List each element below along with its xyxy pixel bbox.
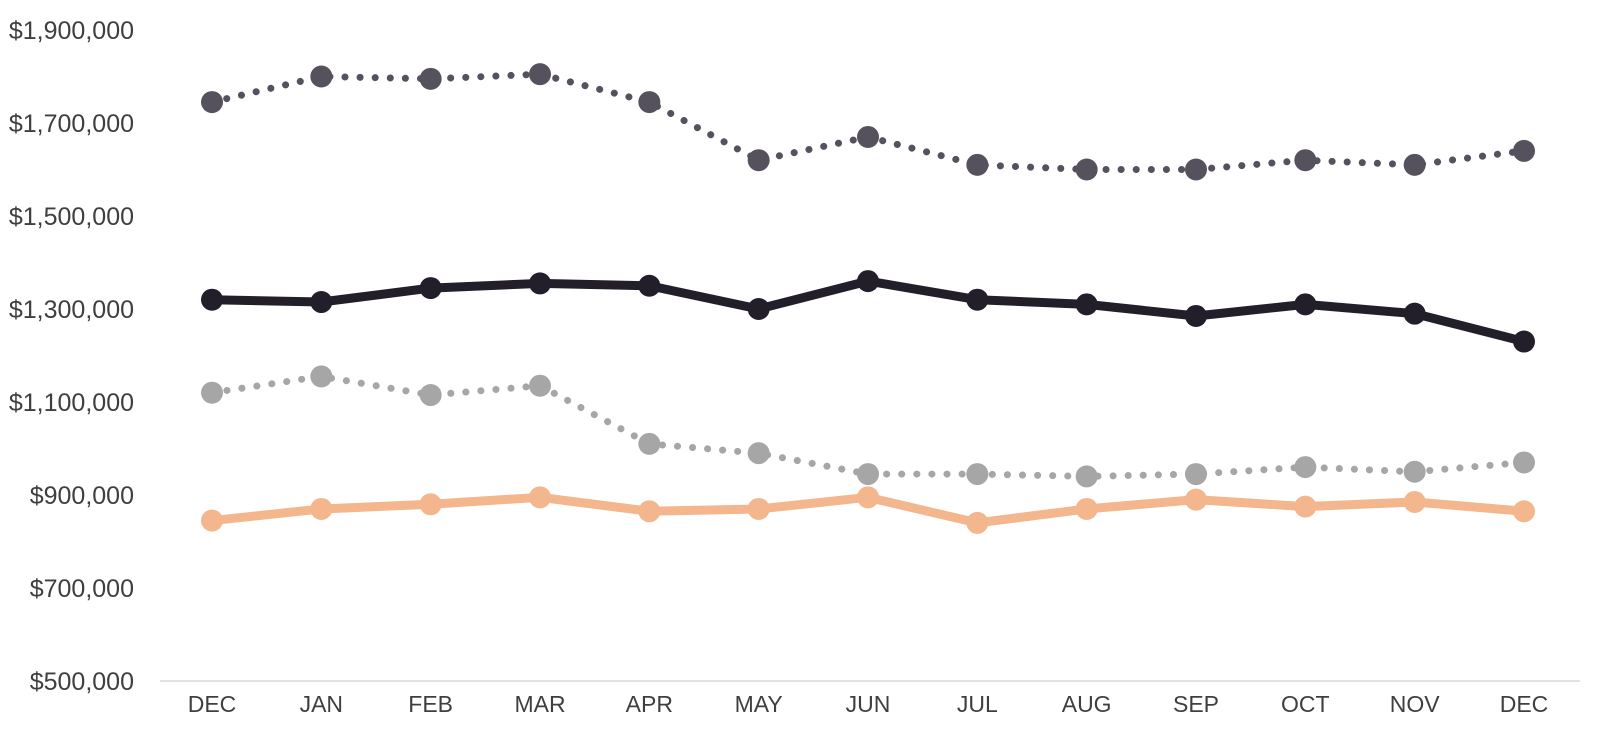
data-point-upper-dotted-series [1185,158,1207,181]
data-point-gray-dotted-series [310,365,333,388]
y-axis-tick-label: $1,500,000 [9,203,134,231]
data-point-orange-solid-series [1513,500,1535,523]
data-point-upper-dotted-series [1294,149,1317,172]
data-point-orange-solid-series [419,493,442,516]
y-axis-tick-label: $1,300,000 [9,296,134,324]
data-point-orange-solid-series [747,497,770,520]
data-point-gray-dotted-series [966,463,989,486]
data-point-upper-dotted-series [310,65,333,88]
data-point-gray-dotted-series [638,432,661,455]
y-axis-tick-label: $900,000 [30,482,134,510]
x-axis-tick-label: SEP [1173,691,1219,717]
y-axis-tick-label: $1,100,000 [9,389,134,417]
data-point-black-solid-series [1513,330,1535,353]
series-line-upper-dotted-series [208,70,1528,173]
data-point-black-solid-series [529,272,551,295]
data-point-gray-dotted-series [1403,460,1426,483]
data-point-black-solid-series [747,298,770,320]
data-point-upper-dotted-series [1403,153,1426,176]
data-point-black-solid-series [857,270,879,293]
data-point-gray-dotted-series [857,463,879,486]
y-axis-tick-label: $1,900,000 [9,17,134,45]
data-point-orange-solid-series [1075,497,1098,520]
data-point-upper-dotted-series [638,91,661,114]
data-point-black-solid-series [638,274,661,297]
data-point-upper-dotted-series [201,91,223,114]
x-axis-tick-label: NOV [1390,691,1441,717]
data-point-gray-dotted-series [1185,463,1207,486]
data-point-gray-dotted-series [747,442,770,465]
x-axis-tick-label: MAY [735,691,783,717]
data-point-orange-solid-series [638,500,661,523]
data-point-upper-dotted-series [419,67,442,90]
data-point-upper-dotted-series [747,149,770,172]
data-point-gray-dotted-series [201,381,223,404]
x-axis-tick-label: JUN [846,691,891,717]
x-axis-tick-label: MAR [514,691,565,717]
data-point-black-solid-series [1294,293,1317,316]
data-point-orange-solid-series [966,511,989,534]
data-point-black-solid-series [966,288,989,311]
data-point-orange-solid-series [1294,495,1317,518]
x-axis-tick-label: FEB [408,691,453,717]
data-point-black-solid-series [310,291,333,314]
data-point-black-solid-series [1403,302,1426,325]
x-axis-tick-label: JAN [300,691,343,717]
y-axis-tick-label: $700,000 [30,575,134,603]
data-point-black-solid-series [201,288,223,311]
y-axis-tick-label: $500,000 [30,668,134,696]
data-point-upper-dotted-series [1075,158,1098,181]
x-axis-tick-label: JUL [957,691,998,717]
data-point-black-solid-series [1075,293,1098,316]
data-point-orange-solid-series [1403,490,1426,513]
data-point-gray-dotted-series [529,374,551,397]
x-axis-tick-label: APR [626,691,673,717]
x-axis-tick-label: AUG [1062,691,1112,717]
data-point-orange-solid-series [529,486,551,509]
data-point-upper-dotted-series [529,63,551,86]
data-point-orange-solid-series [1185,488,1207,511]
data-point-gray-dotted-series [1294,456,1317,479]
data-point-upper-dotted-series [857,125,879,148]
data-point-orange-solid-series [201,509,223,532]
data-point-orange-solid-series [857,486,879,509]
data-point-black-solid-series [1185,304,1207,327]
data-point-gray-dotted-series [419,384,442,407]
y-axis-tick-label: $1,700,000 [9,110,134,138]
data-point-orange-solid-series [310,497,333,520]
data-point-gray-dotted-series [1513,451,1535,474]
x-axis-tick-label: DEC [1500,691,1549,717]
data-point-upper-dotted-series [1513,139,1535,162]
data-point-black-solid-series [419,277,442,300]
x-axis-tick-label: DEC [188,691,237,717]
data-point-upper-dotted-series [966,153,989,176]
data-point-gray-dotted-series [1075,465,1098,488]
series-line-gray-dotted-series [208,372,1528,480]
x-axis-tick-label: OCT [1281,691,1330,717]
